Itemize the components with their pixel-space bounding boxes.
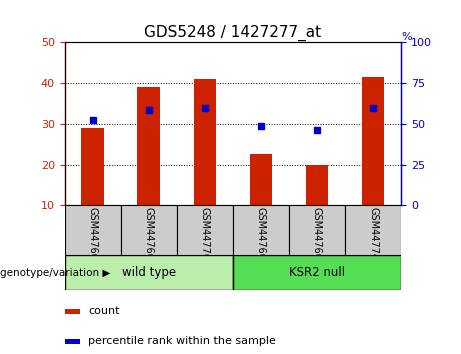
Bar bbox=[233, 205, 289, 255]
Bar bbox=[250, 154, 272, 205]
Bar bbox=[82, 128, 104, 205]
Text: GSM447768: GSM447768 bbox=[200, 207, 210, 266]
Text: GSM447607: GSM447607 bbox=[312, 207, 322, 266]
Text: count: count bbox=[88, 306, 119, 316]
Text: wild type: wild type bbox=[122, 266, 176, 279]
Bar bbox=[233, 255, 401, 290]
Bar bbox=[194, 79, 216, 205]
Bar bbox=[362, 77, 384, 205]
Bar bbox=[65, 255, 233, 290]
Bar bbox=[345, 205, 401, 255]
Bar bbox=[137, 87, 160, 205]
Bar bbox=[65, 205, 121, 255]
Text: GSM447606: GSM447606 bbox=[88, 207, 98, 266]
Bar bbox=[121, 205, 177, 255]
Bar bbox=[177, 205, 233, 255]
Title: GDS5248 / 1427277_at: GDS5248 / 1427277_at bbox=[144, 25, 321, 41]
Text: %: % bbox=[401, 33, 412, 42]
Text: GSM447605: GSM447605 bbox=[256, 207, 266, 266]
Text: GSM447749: GSM447749 bbox=[368, 207, 378, 266]
Text: percentile rank within the sample: percentile rank within the sample bbox=[88, 336, 276, 346]
Text: GSM447609: GSM447609 bbox=[144, 207, 154, 266]
Text: genotype/variation ▶: genotype/variation ▶ bbox=[0, 268, 110, 278]
Bar bbox=[65, 339, 80, 344]
Bar bbox=[65, 309, 80, 314]
Text: KSR2 null: KSR2 null bbox=[289, 266, 345, 279]
Bar bbox=[306, 165, 328, 205]
Bar bbox=[289, 205, 345, 255]
